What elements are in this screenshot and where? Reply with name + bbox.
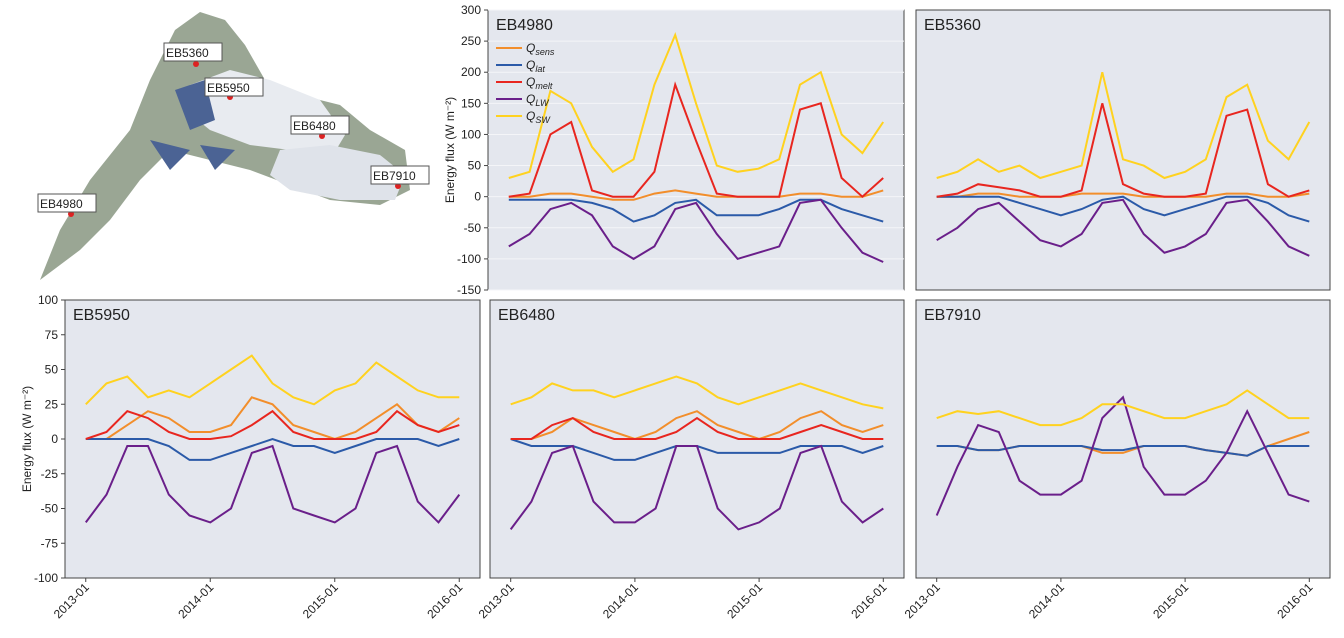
series-line: [85, 437, 460, 461]
x-tick-label: 2015-01: [724, 580, 765, 621]
panel-title: EB5950: [73, 307, 130, 324]
series-line: [936, 389, 1310, 427]
y-tick-label: 25: [45, 397, 59, 411]
series-line: [84, 444, 461, 524]
station-label: EB5360: [166, 46, 209, 60]
station: [193, 61, 199, 67]
panel-title: EB5360: [924, 17, 981, 34]
y-tick-label: -100: [34, 571, 58, 585]
station-label: EB5950: [207, 81, 250, 95]
y-tick-label: -75: [41, 536, 59, 550]
map: EB5360 EB5950 EB6480 EB7910 EB4980: [37, 12, 430, 280]
x-tick-label: 2016-01: [424, 580, 465, 621]
panel-title: EB7910: [924, 307, 981, 324]
plot-area: [915, 299, 1331, 579]
series-line: [508, 198, 884, 263]
shadow: [150, 80, 235, 170]
x-tick-label: 2016-01: [848, 580, 889, 621]
y-tick-label: 100: [461, 127, 481, 141]
legend-subscript: lat: [535, 64, 545, 74]
x-tick-label: 2013-01: [51, 580, 92, 621]
x-tick-label: 2014-01: [600, 580, 641, 621]
panel-title: EB6480: [498, 307, 555, 324]
series-line: [508, 189, 884, 201]
legend-subscript: SW: [535, 115, 551, 125]
glacier: [40, 12, 410, 280]
series-line: [936, 195, 1310, 223]
legend-subscript: sens: [535, 47, 555, 57]
x-tick-label: 2014-01: [1026, 580, 1067, 621]
y-tick-label: 0: [51, 432, 58, 446]
x-tick-label: 2015-01: [1150, 580, 1191, 621]
series-line: [936, 192, 1310, 198]
x-tick-label: 2015-01: [300, 580, 341, 621]
y-tick-label: -50: [464, 221, 482, 235]
series-line: [935, 395, 1310, 516]
y-axis-label: Energy flux (W m⁻²): [443, 97, 457, 203]
y-axis-label: Energy flux (W m⁻²): [20, 386, 34, 492]
series-line: [936, 103, 1310, 198]
series-line: [85, 354, 460, 406]
y-tick-label: 75: [45, 328, 59, 342]
plot-area: [915, 9, 1331, 291]
y-tick-label: 100: [38, 293, 58, 307]
series-line: [85, 409, 460, 440]
x-tick-label: 2013-01: [476, 580, 517, 621]
series-line: [936, 198, 1310, 257]
y-tick-label: 0: [474, 190, 481, 204]
panel-title: EB4980: [496, 17, 553, 34]
legend-subscript: melt: [535, 81, 553, 91]
x-tick-label: 2014-01: [175, 580, 216, 621]
legend-subscript: LW: [535, 98, 550, 108]
station-label: EB6480: [293, 119, 336, 133]
y-tick-label: -150: [457, 283, 481, 297]
label-box: [163, 42, 223, 62]
y-tick-label: 150: [461, 96, 481, 110]
series-line: [510, 375, 884, 410]
series-line: [508, 31, 885, 179]
y-tick-label: 200: [461, 65, 481, 79]
label-box: [290, 115, 350, 135]
y-tick-label: -50: [41, 502, 59, 516]
series-line: [936, 445, 1310, 457]
y-tick-label: -100: [457, 252, 481, 266]
series-line: [509, 444, 884, 531]
x-tick-label: 2013-01: [902, 580, 943, 621]
series-line: [508, 81, 884, 199]
label-box: [370, 165, 430, 185]
x-tick-label: 2016-01: [1274, 580, 1315, 621]
series-line: [510, 416, 884, 440]
series-line: [85, 396, 460, 441]
y-tick-label: 250: [461, 34, 481, 48]
label-box: [37, 193, 97, 213]
station-label: EB4980: [40, 197, 83, 211]
series-line: [936, 71, 1311, 180]
station-label: EB7910: [373, 169, 416, 183]
y-tick-label: -25: [41, 467, 59, 481]
y-tick-label: 50: [45, 363, 59, 377]
plot-area: [489, 299, 905, 579]
y-tick-label: 300: [461, 3, 481, 17]
ice: [270, 145, 405, 200]
y-tick-label: 50: [468, 159, 482, 173]
label-box: [204, 77, 264, 97]
